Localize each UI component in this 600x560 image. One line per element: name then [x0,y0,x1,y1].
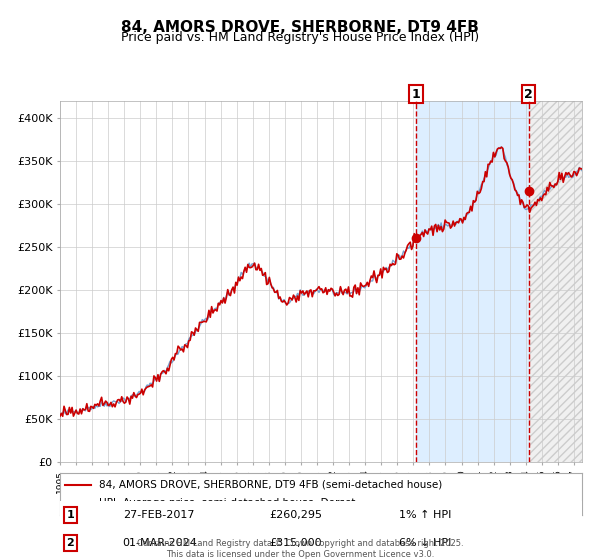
Text: £260,295: £260,295 [269,510,322,520]
Bar [416,101,529,462]
Text: 2: 2 [67,538,74,548]
Text: 1: 1 [412,88,420,101]
Text: 27-FEB-2017: 27-FEB-2017 [122,510,194,520]
Text: 2: 2 [524,88,533,101]
Text: HPI: Average price, semi-detached house, Dorset: HPI: Average price, semi-detached house,… [99,498,356,508]
Text: £315,000: £315,000 [269,538,322,548]
Text: Contains HM Land Registry data © Crown copyright and database right 2025.
This d: Contains HM Land Registry data © Crown c… [137,539,463,559]
Text: 1: 1 [67,510,74,520]
Bar [529,101,582,462]
Text: 01-MAR-2024: 01-MAR-2024 [122,538,197,548]
Text: 6% ↓ HPI: 6% ↓ HPI [400,538,452,548]
Text: 84, AMORS DROVE, SHERBORNE, DT9 4FB (semi-detached house): 84, AMORS DROVE, SHERBORNE, DT9 4FB (sem… [99,480,442,490]
Bar [529,101,582,462]
Text: Price paid vs. HM Land Registry's House Price Index (HPI): Price paid vs. HM Land Registry's House … [121,31,479,44]
Text: 84, AMORS DROVE, SHERBORNE, DT9 4FB: 84, AMORS DROVE, SHERBORNE, DT9 4FB [121,20,479,35]
Text: 1% ↑ HPI: 1% ↑ HPI [400,510,452,520]
